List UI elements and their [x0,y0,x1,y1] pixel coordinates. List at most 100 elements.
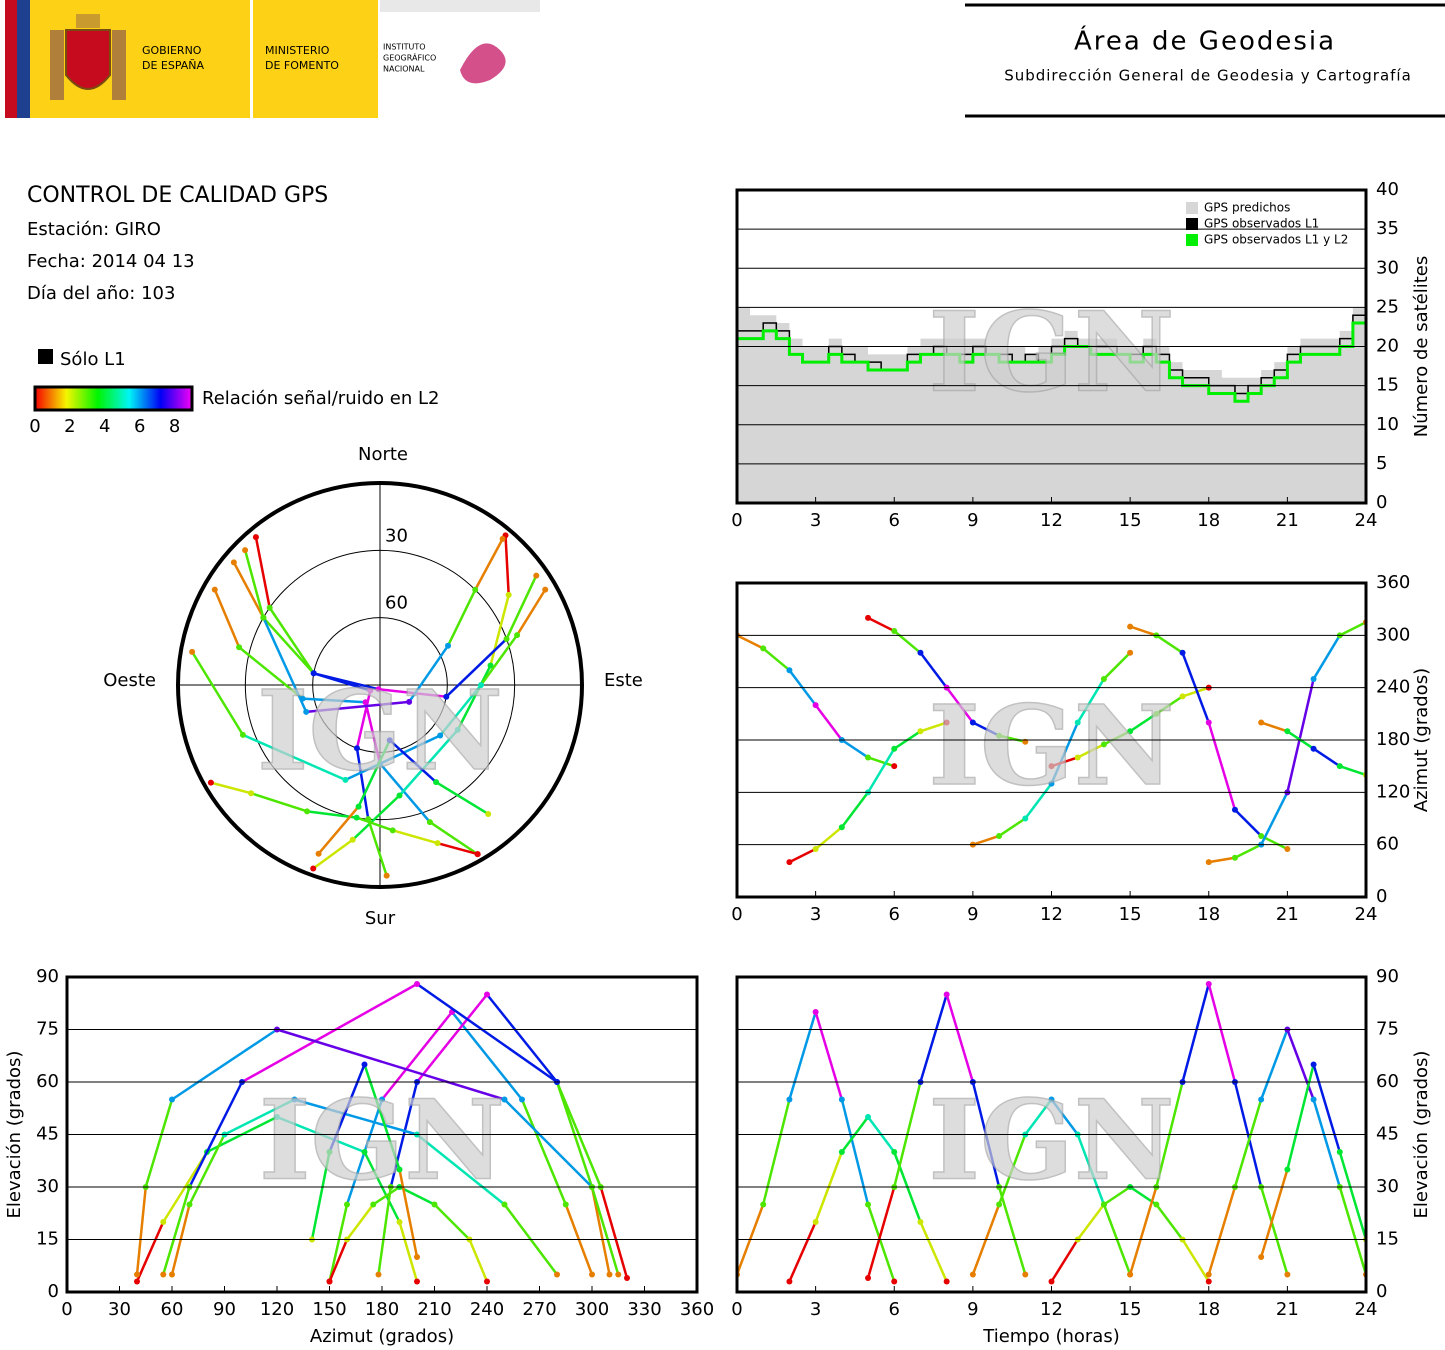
track-segment [997,1186,1027,1275]
track-segment [351,794,401,841]
track-point [786,667,793,674]
track-point [1127,1271,1134,1278]
track-point [375,686,382,693]
x-tick-label: 12 [1040,1299,1063,1320]
track-segment [997,1134,1027,1205]
track-segment [377,1186,392,1275]
track-segment [398,1221,419,1282]
track-segment [416,993,488,1083]
x-tick-label: 90 [213,1299,236,1320]
track-segment [364,701,382,764]
snr-tick-label: 6 [134,416,145,437]
track-point [355,803,362,810]
track-segment [306,810,357,819]
track-point [236,644,243,651]
track-segment [243,549,265,618]
track-segment [486,993,558,1083]
track-point [1336,763,1343,770]
track-point [1100,741,1107,748]
track-segment [242,733,346,782]
track-point [1310,1061,1317,1068]
track-segment [866,748,896,793]
track-point [478,682,484,688]
track-point [1310,745,1317,752]
track-point [437,732,444,739]
track-point [370,1201,377,1208]
track-segment [1312,634,1341,680]
track-point [487,662,494,669]
watermark: IGN [929,1075,1175,1204]
snr-tick-label: 4 [99,416,110,437]
legend-label: GPS observados L1 y L2 [1204,233,1348,247]
track-point [812,1219,819,1225]
track-segment [437,841,478,856]
track-segment [302,697,366,704]
track-segment [445,638,508,698]
track-segment [516,588,547,636]
direction-label: Este [604,670,643,691]
y-tick-label: 90 [36,966,59,987]
ring-label: 30 [385,525,408,546]
track-segment [388,739,437,784]
track-point [169,1096,175,1103]
x-axis-label: Tiempo (horas) [982,1326,1120,1347]
track-segment [1182,686,1210,698]
track-segment [867,616,895,633]
track-point [1231,806,1238,813]
track-point [1336,1149,1343,1155]
logo-text: MINISTERIO [265,44,330,57]
track-segment [1286,1029,1315,1100]
track-segment [381,1011,453,1101]
track-point [812,702,819,709]
track-segment [135,1186,147,1275]
watermark: IGN [257,666,503,795]
track-point [917,728,924,735]
track-point [434,840,441,847]
track-point [838,1149,845,1155]
plot-frame [735,188,1368,505]
track-segment [135,1221,165,1283]
y-tick-label: 240 [1376,677,1410,698]
track-segment [357,739,391,808]
track-segment [1155,634,1184,654]
cnig-logo [460,43,506,84]
track-segment [599,1186,629,1279]
track-segment [1076,678,1105,724]
track-point [501,1201,508,1208]
track-segment [866,1186,896,1279]
plot-frame [65,975,699,1294]
track-point [433,779,440,786]
x-tick-label: 21 [1276,904,1299,925]
track-segment [1286,678,1315,793]
y-tick-label: 15 [1376,1229,1399,1250]
track-point [252,534,259,541]
track-point [361,1149,368,1155]
track-point [1048,1278,1055,1285]
track-segment [841,738,869,759]
track-segment [1234,808,1263,837]
track-segment [238,646,304,700]
track-point [589,1271,595,1278]
track-segment [814,826,843,850]
track-segment [433,1203,471,1241]
track-point [472,586,479,593]
track-point [1153,710,1160,717]
track-point [349,836,356,843]
track-segment [1181,983,1210,1083]
x-tick-label: 0 [61,1299,72,1320]
y-tick-label: 40 [1376,179,1399,200]
track-segment [254,536,271,608]
track-point [1205,719,1212,726]
track-segment [392,829,438,845]
track-point [786,859,793,866]
track-point [624,1275,630,1281]
legend-swatch [1186,218,1198,230]
track-segment [171,1028,278,1101]
track-point [1310,1096,1317,1103]
track-segment [998,734,1026,743]
x-tick-label: 18 [1197,510,1220,531]
logo-text: DE FOMENTO [265,59,339,72]
snr-colorbar [33,385,194,412]
track-point [274,1114,280,1120]
x-tick-label: 3 [810,904,821,925]
